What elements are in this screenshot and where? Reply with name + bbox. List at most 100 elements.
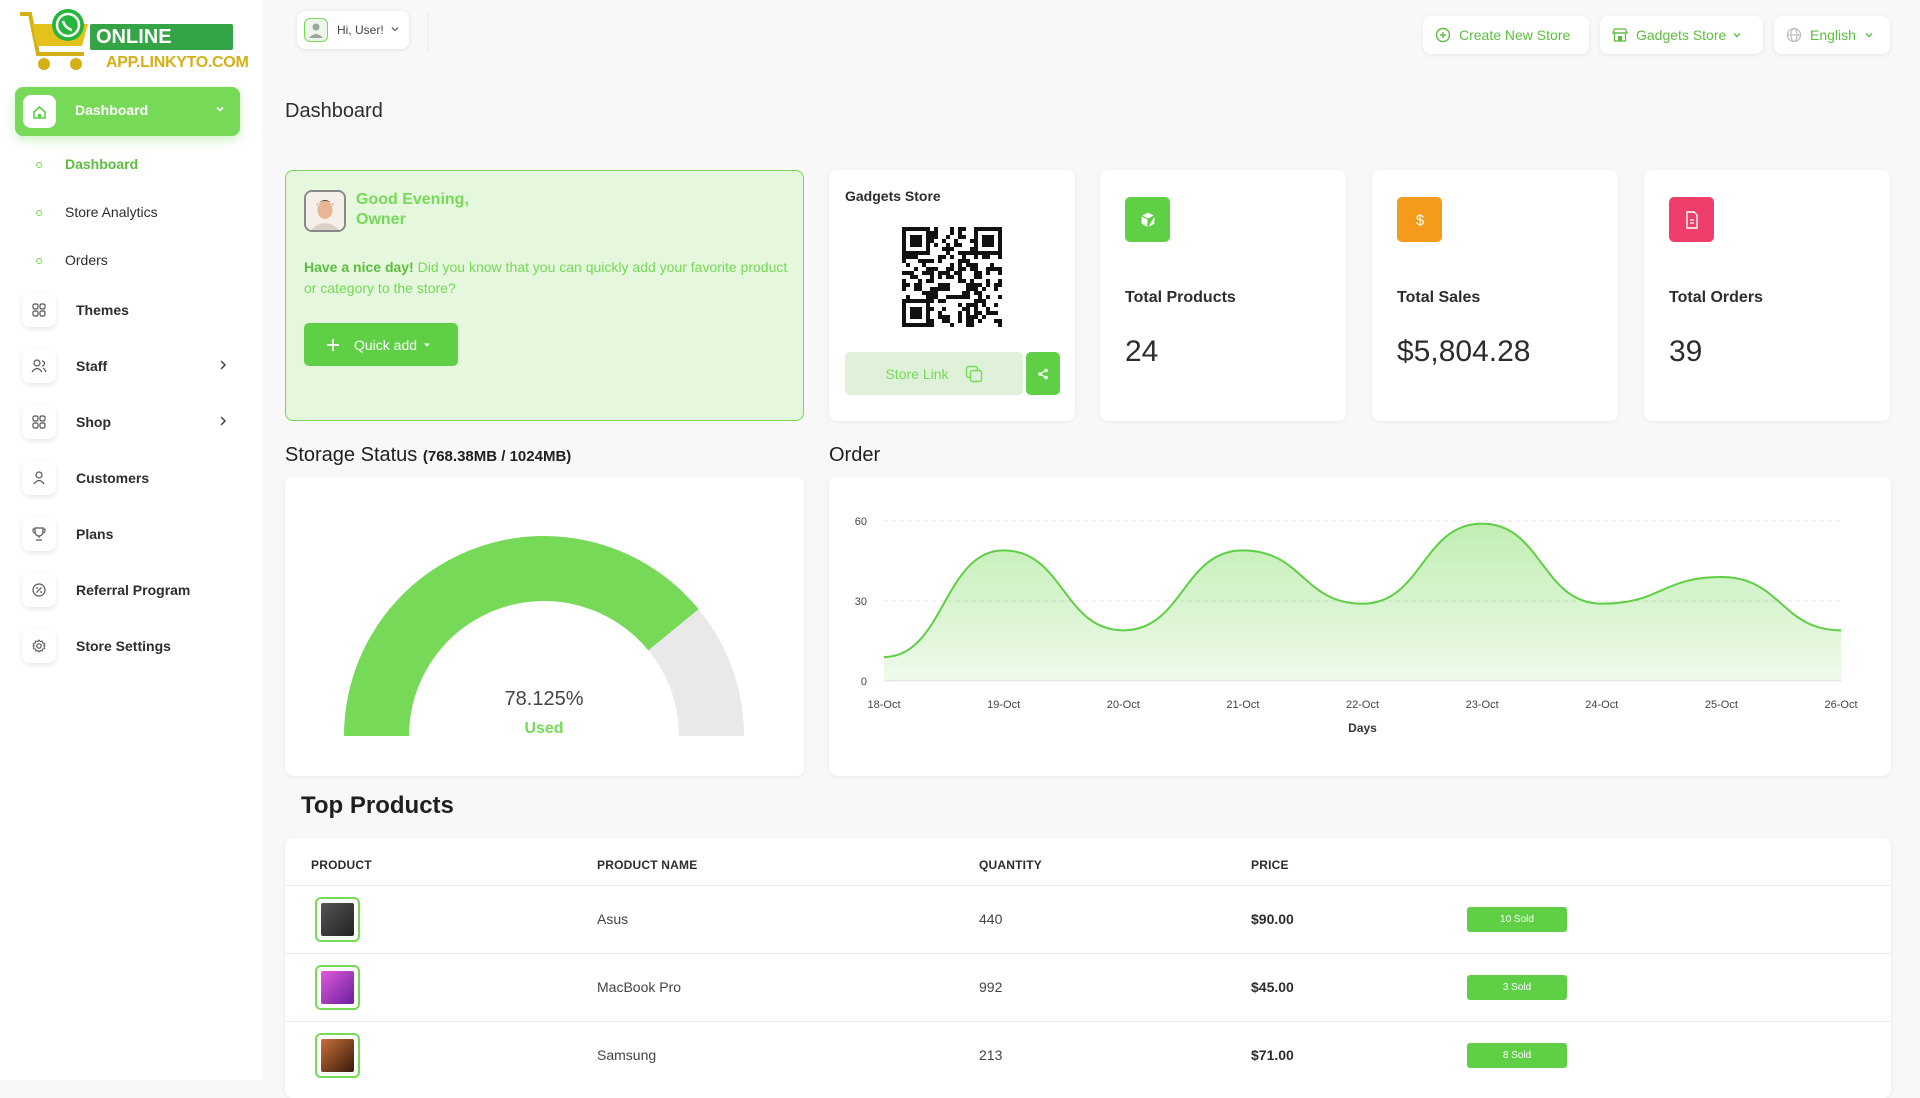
x-tick-label: 18-Oct <box>867 699 900 711</box>
qr-module <box>906 299 910 303</box>
sidebar-item-label: Staff <box>76 358 108 374</box>
qr-module <box>982 227 986 231</box>
qr-module <box>986 307 990 311</box>
qr-module <box>934 287 938 291</box>
qr-module <box>922 299 926 303</box>
stat-card-total-sales: $ Total Sales $5,804.28 <box>1372 170 1618 421</box>
qr-module <box>998 231 1002 235</box>
table-row[interactable]: MacBook Pro 992 $45.00 3 Sold <box>285 953 1891 1021</box>
qr-module <box>922 271 926 275</box>
qr-module <box>926 295 930 299</box>
sold-badge: 10 Sold <box>1467 907 1567 932</box>
qr-module <box>966 319 970 323</box>
sidebar-item-themes[interactable]: Themes <box>22 292 242 328</box>
logo[interactable]: ONLINE STORE APP.LINKYTO.COM <box>18 6 249 76</box>
qr-module <box>958 267 962 271</box>
qr-module <box>990 267 994 271</box>
qr-module <box>910 315 914 319</box>
qr-module <box>942 315 946 319</box>
qr-module <box>938 271 942 275</box>
qr-module <box>958 275 962 279</box>
qr-module <box>942 299 946 303</box>
qr-module <box>978 319 982 323</box>
qr-module <box>902 239 906 243</box>
stat-card-total-orders: Total Orders 39 <box>1644 170 1890 421</box>
qr-module <box>958 279 962 283</box>
qr-module <box>910 299 914 303</box>
sidebar-item-dashboard[interactable]: Dashboard <box>15 87 240 136</box>
qr-module <box>962 227 966 231</box>
table-row[interactable]: Samsung 213 $71.00 8 Sold <box>285 1021 1891 1089</box>
qr-module <box>910 239 914 243</box>
qr-module <box>922 251 926 255</box>
product-thumbnail <box>315 1033 360 1078</box>
qr-module <box>902 315 906 319</box>
qr-code[interactable] <box>902 227 1002 327</box>
share-button[interactable] <box>1026 352 1060 395</box>
dollar-icon: $ <box>1397 197 1442 242</box>
qr-module <box>946 315 950 319</box>
quick-add-button[interactable]: Quick add <box>304 323 458 366</box>
user-menu-button[interactable]: Hi, User! <box>297 11 409 49</box>
qr-module <box>970 239 974 243</box>
order-chart: 0 30 60 18-Oct 19-Oct 20-Oct 21-Oct 22-Oct 23-Oc… <box>855 516 1858 735</box>
qr-module <box>986 267 990 271</box>
product-price: $45.00 <box>1251 979 1294 995</box>
qr-module <box>910 227 914 231</box>
qr-module <box>918 239 922 243</box>
x-tick-label: 23-Oct <box>1466 699 1499 711</box>
qr-module <box>922 227 926 231</box>
qr-module <box>930 259 934 263</box>
x-tick-label: 21-Oct <box>1226 699 1259 711</box>
create-store-button[interactable]: Create New Store <box>1423 16 1589 54</box>
qr-module <box>978 271 982 275</box>
qr-module <box>906 295 910 299</box>
order-chart-title: Order <box>829 444 881 466</box>
qr-module <box>958 315 962 319</box>
gauge-used-label: Used <box>524 720 563 737</box>
qr-module <box>982 303 986 307</box>
qr-module <box>958 251 962 255</box>
qr-module <box>958 271 962 275</box>
plus-icon <box>326 338 340 352</box>
store-link-label: Store Link <box>885 365 949 382</box>
language-dropdown[interactable]: English <box>1774 16 1890 54</box>
qr-module <box>930 323 934 327</box>
qr-module <box>954 271 958 275</box>
bullet-icon <box>36 258 42 264</box>
qr-module <box>946 235 950 239</box>
sidebar-item-shop[interactable]: Shop <box>22 404 242 440</box>
sidebar-item-staff[interactable]: Staff <box>22 348 242 384</box>
store-link-button[interactable]: Store Link <box>845 352 1023 395</box>
qr-module <box>910 255 914 259</box>
store-select-dropdown[interactable]: Gadgets Store <box>1600 16 1763 54</box>
stat-label: Total Sales <box>1397 289 1481 306</box>
qr-module <box>998 279 1002 283</box>
qr-module <box>974 299 978 303</box>
qr-module <box>978 251 982 255</box>
qr-store-title: Gadgets Store <box>845 188 941 204</box>
qr-module <box>910 275 914 279</box>
qr-module <box>910 235 914 239</box>
qr-module <box>906 227 910 231</box>
referral-icon <box>22 573 56 607</box>
qr-module <box>950 227 954 231</box>
qr-module <box>982 239 986 243</box>
qr-module <box>978 311 982 315</box>
qr-module <box>946 295 950 299</box>
qr-module <box>926 303 930 307</box>
column-header-product: PRODUCT <box>311 858 372 872</box>
qr-module <box>966 291 970 295</box>
qr-module <box>962 279 966 283</box>
qr-module <box>962 251 966 255</box>
sidebar-item-referral-program[interactable]: Referral Program <box>22 572 242 608</box>
qr-module <box>994 227 998 231</box>
qr-module <box>926 279 930 283</box>
sidebar-item-plans[interactable]: Plans <box>22 516 242 552</box>
table-row[interactable]: Asus 440 $90.00 10 Sold <box>285 885 1891 953</box>
qr-module <box>914 251 918 255</box>
sidebar-item-customers[interactable]: Customers <box>22 460 242 496</box>
sidebar-item-store-settings[interactable]: Store Settings <box>22 628 242 664</box>
sidebar-item-label: Shop <box>76 414 111 430</box>
qr-module <box>906 283 910 287</box>
